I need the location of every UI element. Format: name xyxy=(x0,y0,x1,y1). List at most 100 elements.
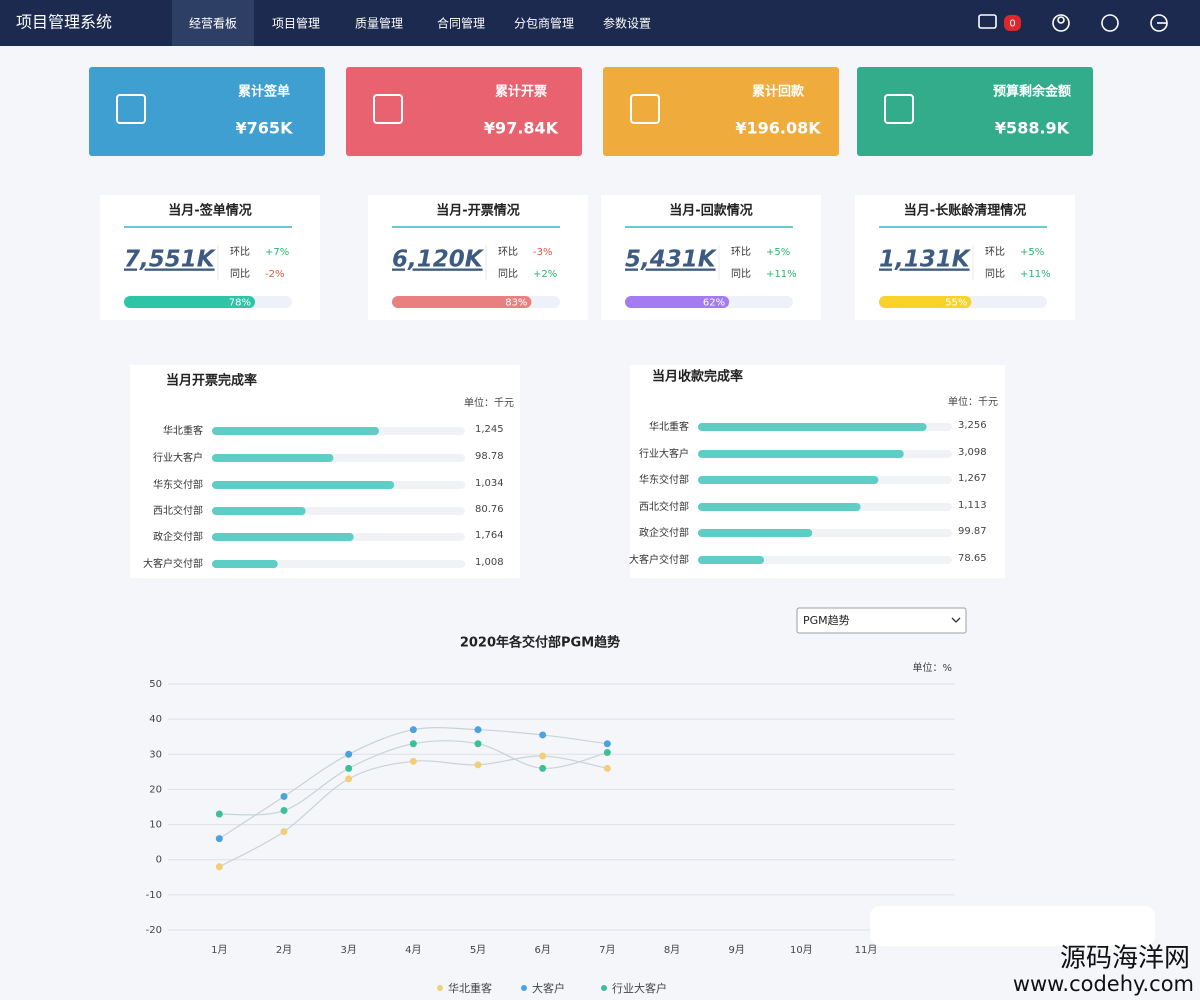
yoy-value: +11% xyxy=(766,269,797,280)
amount-label: 3,098 xyxy=(958,447,987,458)
nav-item[interactable]: 经营看板 xyxy=(189,17,237,31)
category-label: 政企交付部 xyxy=(639,526,689,539)
kpi-icon xyxy=(884,94,914,124)
month-value: 5,431K xyxy=(625,247,718,273)
kpi-label: 累计回款 xyxy=(752,84,805,100)
data-point xyxy=(345,775,353,783)
nav-item[interactable]: 项目管理 xyxy=(272,16,320,31)
unit-label: 单位：% xyxy=(912,661,952,674)
progress-bar xyxy=(625,296,730,308)
unit-label: 单位：千元 xyxy=(948,395,998,408)
kpi-value: ¥588.9K xyxy=(995,119,1070,138)
legend-marker xyxy=(521,985,527,991)
y-tick-label: 40 xyxy=(149,714,162,725)
data-point xyxy=(539,764,547,772)
month-title: 当月-长账龄清理情况 xyxy=(904,203,1026,219)
amount-label: 1,245 xyxy=(475,424,504,435)
x-tick-label: 6月 xyxy=(534,944,550,956)
category-label: 大客户交付部 xyxy=(143,557,203,570)
category-label: 大客户交付部 xyxy=(629,553,689,566)
app-title: 项目管理系统 xyxy=(16,13,112,32)
x-tick-label: 8月 xyxy=(664,944,680,956)
nav-item[interactable]: 参数设置 xyxy=(603,16,651,31)
bar xyxy=(698,450,904,458)
y-tick-label: 0 xyxy=(156,855,162,866)
mom-label: 环比 xyxy=(985,246,1005,258)
category-label: 政企交付部 xyxy=(153,530,203,543)
kpi-card xyxy=(89,67,325,156)
y-tick-label: 20 xyxy=(149,784,162,795)
legend-label[interactable]: 大客户 xyxy=(532,981,565,995)
nav-item[interactable]: 合同管理 xyxy=(437,16,485,31)
amount-label: 3,256 xyxy=(958,420,987,431)
progress-bar xyxy=(124,296,256,308)
bar xyxy=(698,423,927,431)
data-point xyxy=(539,752,547,760)
data-point xyxy=(603,749,611,757)
mom-label: 环比 xyxy=(731,246,751,258)
mom-label: 环比 xyxy=(230,246,250,258)
message-icon[interactable] xyxy=(978,14,997,29)
data-point xyxy=(603,740,611,748)
data-point xyxy=(409,740,417,748)
legend-marker xyxy=(437,985,443,991)
month-title: 当月-开票情况 xyxy=(436,203,519,219)
yoy-value: -2% xyxy=(265,269,284,280)
progress-bar xyxy=(392,296,532,308)
nav-icons xyxy=(978,14,1168,32)
data-point xyxy=(474,740,482,748)
yoy-label: 同比 xyxy=(498,268,518,280)
bar xyxy=(212,454,334,462)
legend-label[interactable]: 华北重客 xyxy=(448,981,492,995)
bar xyxy=(212,533,354,541)
category-label: 西北交付部 xyxy=(639,500,689,513)
progress-bar xyxy=(879,296,972,308)
yoy-label: 同比 xyxy=(230,268,250,280)
nav-item[interactable]: 质量管理 xyxy=(355,16,403,31)
amount-label: 1,034 xyxy=(475,478,504,489)
legend-marker xyxy=(601,985,607,991)
bar xyxy=(698,529,813,537)
legend-label[interactable]: 行业大客户 xyxy=(612,981,667,995)
select-value[interactable]: PGM趋势 xyxy=(803,614,850,627)
unit-label: 单位：千元 xyxy=(464,396,514,409)
month-value: 7,551K xyxy=(124,247,217,273)
chart-panel xyxy=(130,365,520,578)
badge-count: 0 xyxy=(1009,19,1015,30)
kpi-label: 累计签单 xyxy=(238,84,290,100)
watermark-box xyxy=(870,906,1155,946)
kpi-icon xyxy=(373,94,403,124)
nav-item[interactable]: 分包商管理 xyxy=(514,16,574,31)
y-tick-label: -20 xyxy=(146,925,162,936)
kpi-label: 累计开票 xyxy=(495,84,547,100)
x-tick-label: 10月 xyxy=(790,944,813,956)
select-box[interactable] xyxy=(796,607,967,634)
watermark-name: 源码海洋网 xyxy=(1060,944,1190,974)
kpi-value: ¥97.84K xyxy=(484,119,559,138)
data-point xyxy=(539,731,547,739)
chart-panel xyxy=(630,365,1005,578)
yoy-value: +11% xyxy=(1020,269,1051,280)
amount-label: 1,267 xyxy=(958,473,987,484)
help-icon[interactable] xyxy=(1101,14,1119,32)
data-point xyxy=(345,764,353,772)
x-tick-label: 7月 xyxy=(599,944,615,956)
month-value: 6,120K xyxy=(392,247,485,273)
x-tick-label: 3月 xyxy=(340,944,356,956)
mom-value: +5% xyxy=(1020,247,1044,258)
chart-title: 当月收款完成率 xyxy=(652,369,743,385)
data-point xyxy=(409,757,417,765)
user-icon[interactable] xyxy=(1052,14,1070,32)
kpi-label: 预算剩余金额 xyxy=(993,84,1071,100)
amount-label: 1,113 xyxy=(958,500,987,511)
bar xyxy=(698,503,861,511)
data-point xyxy=(280,792,288,800)
mom-value: +5% xyxy=(766,247,790,258)
yoy-label: 同比 xyxy=(985,268,1005,280)
data-point xyxy=(215,810,223,818)
y-tick-label: 10 xyxy=(149,820,162,831)
y-tick-label: 30 xyxy=(149,749,162,760)
data-point xyxy=(474,761,482,769)
bar xyxy=(698,556,765,564)
